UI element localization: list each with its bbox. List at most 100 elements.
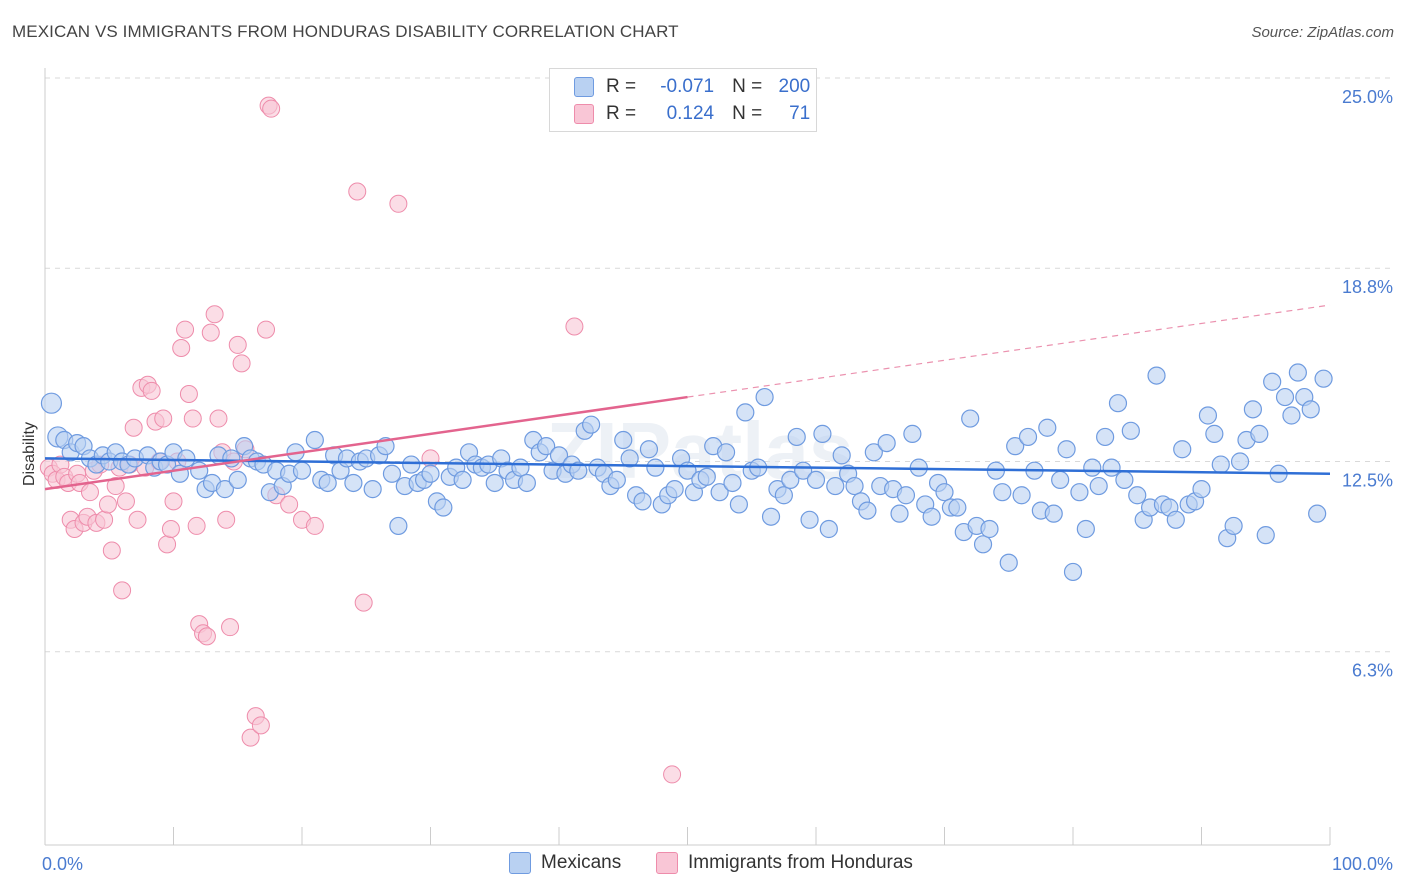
blue-point [781, 470, 800, 490]
y-tick-label: 12.5% [1342, 471, 1393, 491]
pink-point [142, 381, 161, 400]
x-tick-label: 100.0% [1332, 854, 1393, 874]
blue-point [890, 504, 909, 523]
blue-point [845, 476, 864, 496]
blue-point [1205, 424, 1224, 443]
pink-point [221, 618, 240, 637]
blue-point [1211, 455, 1230, 474]
blue-point [761, 507, 781, 526]
blue-point [305, 430, 324, 450]
legend-n-value: 71 [789, 103, 811, 124]
legend-r-label: R = [606, 103, 637, 124]
blue-point [774, 486, 793, 505]
blue-point [1018, 427, 1038, 447]
pink-trend-line-solid [44, 395, 688, 491]
blue-point [1192, 480, 1211, 499]
pink-trend-line-dashed [687, 304, 1331, 398]
blue-point [511, 458, 530, 477]
pink-point [179, 385, 198, 404]
pink-point [354, 593, 373, 612]
blue-point [813, 424, 832, 443]
pink-point [251, 716, 270, 735]
blue-point [1051, 470, 1070, 490]
blue-point [1121, 421, 1140, 440]
blue-point [1006, 437, 1025, 456]
pink-point [228, 335, 247, 354]
blue-point [896, 486, 916, 505]
pink-point [241, 728, 260, 747]
blue-point [1301, 400, 1320, 419]
blue-point [646, 458, 665, 477]
blue-point [1314, 369, 1333, 388]
blue-point [665, 480, 684, 499]
blue-point [1012, 486, 1031, 505]
pink-point [205, 305, 224, 324]
blue-point [723, 473, 742, 493]
blue-point [1044, 504, 1063, 523]
blue-point [620, 449, 639, 468]
blue-point [864, 443, 883, 462]
blue-point [729, 495, 749, 514]
blue-point [1198, 406, 1218, 425]
blue-point [1288, 363, 1307, 382]
blue-point [434, 498, 453, 517]
blue-point [1308, 504, 1327, 523]
pink-point [124, 418, 143, 437]
pink-point [217, 510, 236, 529]
blue-point [614, 430, 633, 450]
pink-point [80, 483, 99, 502]
blue-point [1230, 452, 1250, 471]
blue-point [382, 464, 402, 483]
bottom-legend-swatch-blue [509, 852, 531, 874]
axes [44, 68, 1331, 846]
blue-point [973, 535, 993, 554]
blue-point [40, 392, 63, 414]
blue-point [832, 446, 851, 465]
blue-point [569, 461, 588, 480]
bottom-legend-item-mexicans: Mexicans [509, 852, 621, 874]
pink-point [305, 516, 324, 535]
blue-point [1282, 406, 1301, 425]
blue-point [1038, 418, 1057, 437]
blue-point [922, 507, 941, 526]
pink-point [172, 338, 191, 357]
blue-point [710, 483, 729, 502]
blue-point [1166, 510, 1185, 529]
blue-point [1224, 516, 1243, 536]
pink-point [421, 449, 440, 468]
pink-point [565, 317, 584, 336]
y-tick-labels: 6.3% 12.5% 18.8% 25.0% [1342, 87, 1393, 681]
pink-point [113, 581, 132, 600]
blue-trend-line [44, 457, 1331, 476]
blue-point [344, 473, 363, 493]
legend-n-label: N = [732, 103, 763, 124]
y-tick-label: 6.3% [1352, 661, 1393, 681]
blue-point [961, 409, 980, 428]
blue-point [1096, 427, 1115, 447]
pink-point [106, 477, 125, 496]
blue-point [787, 427, 806, 447]
blue-point [318, 473, 337, 493]
trend-lines [44, 304, 1331, 491]
blue-point [1115, 470, 1134, 490]
x-tick-label: 0.0% [42, 854, 83, 874]
pink-point [187, 516, 206, 535]
blue-point [363, 480, 382, 499]
blue-point [537, 437, 556, 456]
blue-point [228, 470, 247, 490]
legend-n-label: N = [732, 76, 763, 97]
y-tick-label: 25.0% [1342, 87, 1393, 107]
bottom-legend: Mexicans Immigrants from Honduras [0, 852, 1406, 878]
blue-point [582, 415, 601, 434]
blue-point [1128, 486, 1147, 505]
blue-point [980, 519, 999, 539]
legend-r-label: R = [606, 76, 637, 97]
blue-point [858, 501, 877, 520]
pink-point [95, 510, 114, 529]
blue-point [935, 483, 954, 502]
blue-point [453, 470, 472, 490]
blue-point [607, 470, 626, 490]
blue-point [1070, 483, 1089, 502]
legend: R = -0.071 N = 200 R = 0.124 N = 71 [549, 68, 817, 132]
